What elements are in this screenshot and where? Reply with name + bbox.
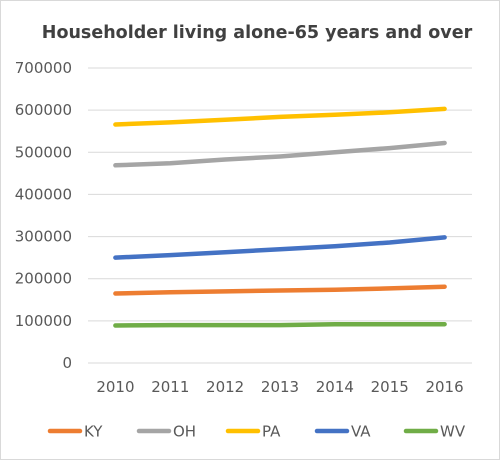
legend-label: VA [351,423,371,441]
series-line-va [113,235,447,260]
legend-item-va: VA [314,423,371,441]
series-line-oh [113,140,447,168]
y-axis-ticks: 0 100000 200000 300000 400000 500000 600000 700… [15,59,72,372]
legend-item-pa: PA [225,423,281,441]
legend-label: PA [262,423,281,441]
y-tick-label: 400000 [15,185,72,203]
series-lines [113,106,447,328]
series-line-wv [113,321,447,328]
y-tick-label: 700000 [15,59,72,77]
legend-item-oh: OH [136,423,196,441]
y-tick-label: 100000 [15,312,72,330]
chart-title: Householder living alone-65 years and ov… [42,23,473,43]
series-line-pa [113,106,447,127]
legend-label: OH [173,423,196,441]
x-tick-label: 2012 [206,378,244,396]
x-tick-label: 2010 [96,378,134,396]
legend: KY OH PA VA WV [47,423,466,441]
x-tick-label: 2016 [425,378,463,396]
x-tick-label: 2011 [151,378,189,396]
x-tick-label: 2015 [371,378,409,396]
x-tick-label: 2014 [316,378,354,396]
x-tick-label: 2013 [261,378,299,396]
legend-label: WV [440,423,466,441]
legend-item-wv: WV [403,423,466,441]
y-tick-label: 500000 [15,143,72,161]
y-tick-label: 300000 [15,228,72,246]
legend-item-ky: KY [47,423,103,441]
y-tick-label: 600000 [15,101,72,119]
y-tick-label: 0 [62,354,72,372]
legend-label: KY [84,423,103,441]
series-line-ky [113,284,447,296]
x-axis-ticks: 2010 2011 2012 2013 2014 2015 2016 [96,378,463,396]
y-tick-label: 200000 [15,270,72,288]
